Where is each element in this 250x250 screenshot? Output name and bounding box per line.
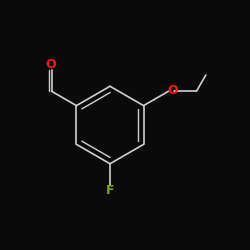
Text: O: O (167, 84, 178, 97)
Text: F: F (106, 184, 114, 197)
Text: O: O (46, 58, 56, 70)
